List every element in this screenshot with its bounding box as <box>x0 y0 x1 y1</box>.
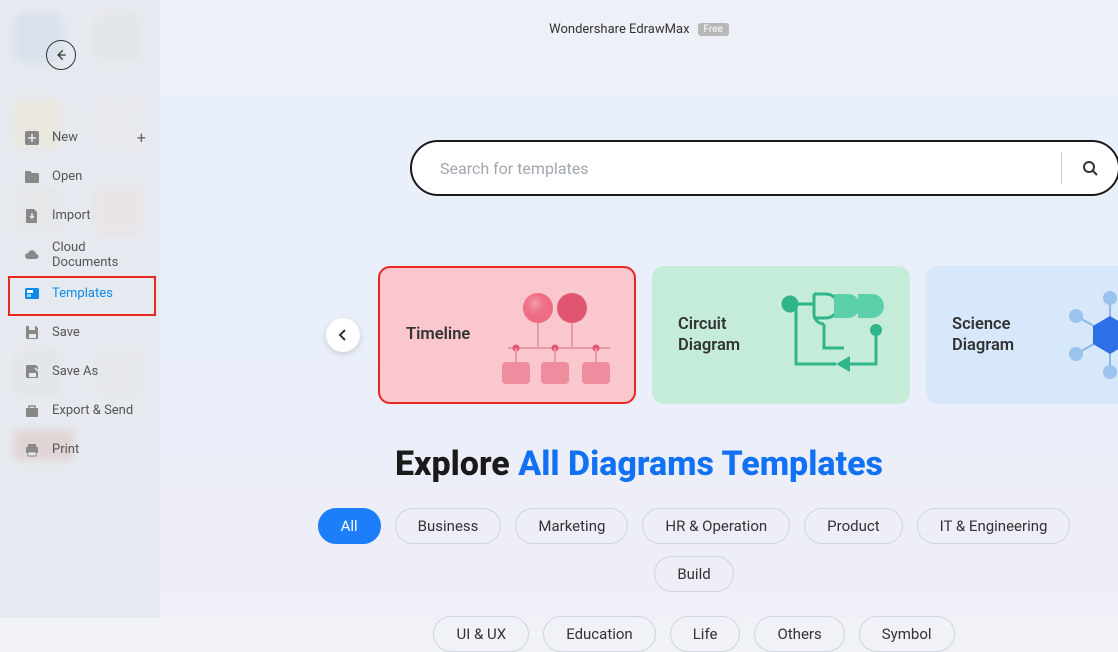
search-bar <box>410 140 1118 196</box>
print-icon <box>24 442 40 458</box>
card-timeline[interactable]: Timeline <box>378 266 636 404</box>
filter-others[interactable]: Others <box>754 616 844 652</box>
plus-square-icon <box>24 130 40 146</box>
folder-icon <box>24 169 40 185</box>
search-button[interactable] <box>1062 160 1118 176</box>
filter-all[interactable]: All <box>318 508 381 544</box>
save-icon <box>24 325 40 341</box>
template-icon <box>24 286 40 302</box>
explore-prefix: Explore <box>395 444 518 484</box>
filter-life[interactable]: Life <box>670 616 741 652</box>
card-label: CircuitDiagram <box>652 314 772 357</box>
filter-business[interactable]: Business <box>395 508 502 544</box>
filter-pills: All Business Marketing HR & Operation Pr… <box>160 508 1118 652</box>
cloud-icon <box>24 247 40 263</box>
sidebar: New + Open Import Cloud Documents Templa… <box>0 0 160 618</box>
sidebar-menu: New + Open Import Cloud Documents Templa… <box>0 118 160 469</box>
free-badge: Free <box>698 23 729 36</box>
sidebar-item-cloud[interactable]: Cloud Documents <box>0 235 160 274</box>
back-button[interactable] <box>46 40 76 70</box>
plus-icon[interactable]: + <box>137 128 146 147</box>
filter-symbol[interactable]: Symbol <box>859 616 955 652</box>
sidebar-item-label: Save As <box>52 364 98 379</box>
filter-education[interactable]: Education <box>543 616 656 652</box>
save-as-icon <box>24 364 40 380</box>
card-label: Timeline <box>380 324 500 345</box>
sidebar-item-import[interactable]: Import <box>0 196 160 235</box>
sidebar-item-new[interactable]: New + <box>0 118 160 157</box>
circuit-art <box>776 280 896 390</box>
sidebar-item-label: Cloud Documents <box>52 240 148 270</box>
category-cards: Timeline CircuitDiagram <box>378 266 1118 406</box>
filter-build[interactable]: Build <box>654 556 733 592</box>
search-icon <box>1082 160 1098 176</box>
sidebar-item-label: Export & Send <box>52 403 133 418</box>
filter-uiux[interactable]: UI & UX <box>433 616 529 652</box>
filter-hr[interactable]: HR & Operation <box>642 508 790 544</box>
timeline-art <box>500 282 620 392</box>
filter-product[interactable]: Product <box>804 508 902 544</box>
explore-heading: Explore All Diagrams Templates <box>160 444 1118 484</box>
main-area: Wondershare EdrawMax Free Timeline <box>160 0 1118 618</box>
import-icon <box>24 208 40 224</box>
sidebar-item-templates[interactable]: Templates <box>0 274 160 313</box>
chevron-left-icon <box>338 329 348 341</box>
sidebar-item-save[interactable]: Save <box>0 313 160 352</box>
export-icon <box>24 403 40 419</box>
filter-it[interactable]: IT & Engineering <box>917 508 1071 544</box>
sidebar-item-save-as[interactable]: Save As <box>0 352 160 391</box>
sidebar-item-label: Templates <box>52 286 113 301</box>
sidebar-item-label: Save <box>52 325 80 340</box>
sidebar-item-label: New <box>52 130 78 145</box>
sidebar-item-label: Print <box>52 442 79 457</box>
card-science[interactable]: ScienceDiagram <box>926 266 1118 404</box>
filter-marketing[interactable]: Marketing <box>515 508 628 544</box>
sidebar-item-print[interactable]: Print <box>0 430 160 469</box>
sidebar-item-label: Open <box>52 169 82 184</box>
sidebar-item-open[interactable]: Open <box>0 157 160 196</box>
scroll-left-button[interactable] <box>326 318 360 352</box>
search-input[interactable] <box>412 159 1061 178</box>
arrow-left-icon <box>54 48 68 62</box>
app-title: Wondershare EdrawMax <box>549 22 689 37</box>
card-circuit[interactable]: CircuitDiagram <box>652 266 910 404</box>
sidebar-item-label: Import <box>52 208 91 223</box>
explore-highlight: All Diagrams Templates <box>518 444 883 484</box>
science-art <box>1050 280 1118 390</box>
sidebar-item-export[interactable]: Export & Send <box>0 391 160 430</box>
app-title-row: Wondershare EdrawMax Free <box>160 22 1118 37</box>
card-label: ScienceDiagram <box>926 314 1046 357</box>
